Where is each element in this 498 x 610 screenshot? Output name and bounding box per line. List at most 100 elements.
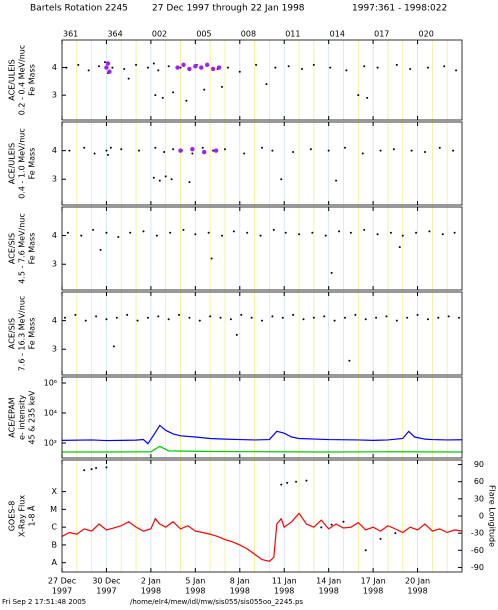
- y-axis-label: ACE/ULEIS: [8, 59, 17, 100]
- data-point: [376, 66, 379, 69]
- data-point: [167, 318, 170, 321]
- data-point: [172, 91, 175, 94]
- data-point: [157, 315, 160, 318]
- data-point: [364, 318, 367, 321]
- data-point: [213, 148, 219, 153]
- data-point: [271, 149, 274, 152]
- y-tick-label: 3: [52, 175, 57, 184]
- y-tick-label: B: [52, 540, 58, 549]
- y-axis-label: Fe Mass: [28, 318, 37, 350]
- y-axis-label: e- intensity: [18, 395, 27, 440]
- data-point: [312, 63, 315, 66]
- data-point: [135, 63, 138, 66]
- data-point: [105, 231, 108, 234]
- data-point: [161, 96, 164, 99]
- data-point: [95, 315, 98, 318]
- data-point: [343, 146, 346, 149]
- data-point: [401, 234, 404, 237]
- top-doy-label: 014: [330, 30, 345, 39]
- x-tick-year: 1998: [363, 587, 383, 596]
- x-tick-label: 5 Jan: [185, 577, 205, 586]
- data-point: [379, 537, 382, 540]
- top-doy-label: 002: [152, 30, 167, 39]
- data-point: [284, 231, 287, 234]
- y-axis-label: Fe Mass: [28, 64, 37, 96]
- data-point: [74, 313, 77, 316]
- data-point: [68, 149, 71, 152]
- x-tick-year: 1998: [407, 587, 427, 596]
- data-point: [395, 319, 398, 322]
- footer-path: /home/elr4/mew/idl/mw/sis055/sis055oo_22…: [130, 598, 303, 606]
- data-point: [447, 315, 450, 318]
- data-point: [320, 526, 323, 529]
- top-doy-label: 008: [241, 30, 256, 39]
- data-point: [178, 148, 183, 153]
- data-point: [329, 66, 332, 69]
- data-point: [426, 66, 429, 69]
- data-point: [250, 316, 253, 319]
- data-point: [115, 316, 118, 319]
- data-point: [83, 146, 86, 149]
- data-point: [223, 148, 226, 151]
- y2-tick-label: 30: [474, 494, 484, 503]
- data-point: [179, 66, 182, 69]
- data-point: [375, 316, 378, 319]
- data-point: [379, 149, 382, 152]
- data-point: [105, 61, 111, 66]
- top-doy-label: 011: [285, 30, 300, 39]
- data-point: [207, 231, 210, 234]
- y-axis-label: ACE/SIS: [8, 318, 17, 349]
- data-point: [453, 231, 456, 234]
- data-point: [423, 151, 426, 154]
- footer-timestamp: Fri Sep 2 17:51:48 2005: [2, 598, 86, 606]
- panel-border: [61, 121, 463, 206]
- data-point: [219, 316, 222, 319]
- data-point: [198, 319, 201, 322]
- data-point: [385, 315, 388, 318]
- y-tick-label: 4: [52, 316, 57, 325]
- panel-frame: [62, 122, 462, 205]
- data-point: [438, 146, 441, 149]
- data-point: [327, 149, 330, 152]
- panel-frame: [62, 377, 462, 458]
- data-point: [394, 532, 397, 535]
- data-point: [80, 234, 83, 237]
- y-tick-label: M: [50, 505, 57, 514]
- y2-tick-label: -60: [471, 546, 484, 555]
- panel-frame: [62, 460, 462, 572]
- doy-range: 1997:361 - 1998:022: [352, 4, 447, 14]
- data-point: [146, 316, 149, 319]
- y-axis-label: 0.4 - 1.0 MeV/nuc: [18, 128, 27, 199]
- data-point: [281, 316, 284, 319]
- data-point: [188, 181, 191, 184]
- data-point: [87, 69, 90, 72]
- data-point: [120, 148, 123, 151]
- data-point: [204, 62, 210, 68]
- data-point: [216, 65, 222, 70]
- data-point: [271, 315, 274, 318]
- data-point: [443, 65, 446, 68]
- data-point: [209, 315, 212, 318]
- data-point: [259, 234, 262, 237]
- data-line: [61, 424, 463, 445]
- data-point: [155, 234, 158, 237]
- x-tick-year: 1998: [274, 587, 294, 596]
- y-axis-label: 1-8 Å: [26, 505, 37, 527]
- data-point: [188, 316, 191, 319]
- data-point: [191, 152, 194, 155]
- data-point: [330, 523, 333, 526]
- y-tick-label: 10²: [44, 438, 57, 447]
- data-point: [280, 483, 283, 486]
- y-tick-label: 10⁶: [44, 378, 57, 387]
- x-tick-label: 17 Jan: [361, 577, 386, 586]
- data-point: [409, 67, 412, 70]
- top-doy-label: 364: [107, 30, 122, 39]
- panel-frame: [62, 292, 462, 375]
- data-point: [106, 153, 109, 156]
- data-point: [210, 257, 213, 260]
- data-line: [61, 512, 463, 562]
- data-point: [309, 148, 312, 151]
- data-point: [63, 316, 66, 319]
- data-point: [354, 313, 357, 316]
